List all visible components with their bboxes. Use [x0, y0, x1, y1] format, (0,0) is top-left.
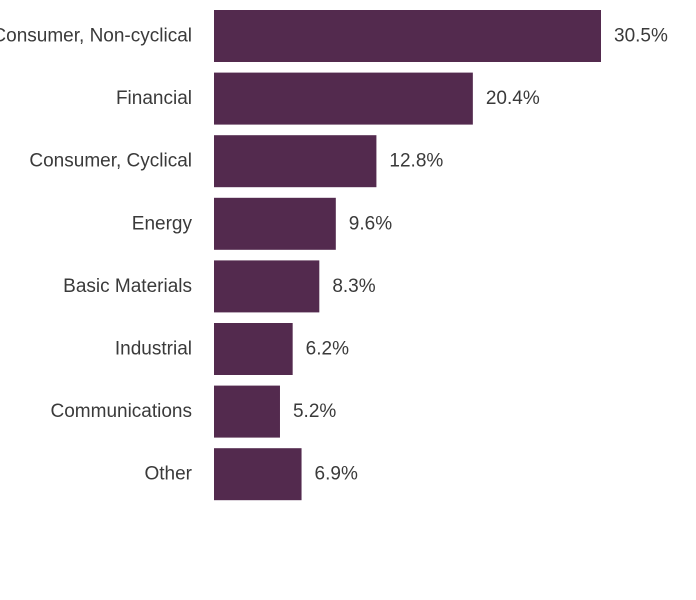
value-label-financial: 20.4%	[486, 88, 540, 109]
category-label-other: Other	[144, 464, 192, 485]
value-label-basic-materials: 8.3%	[332, 276, 375, 297]
bars-group	[214, 10, 601, 501]
category-label-consumer-non-cyclical: Consumer, Non-cyclical	[0, 26, 192, 47]
category-label-consumer-cyclical: Consumer, Cyclical	[29, 151, 192, 172]
category-label-energy: Energy	[132, 213, 193, 234]
category-label-financial: Financial	[116, 88, 192, 109]
bar-other	[214, 448, 302, 501]
category-labels-group: Consumer, Non-cyclical Financial Consumer,…	[0, 26, 193, 485]
bar-industrial	[214, 323, 293, 375]
value-label-energy: 9.6%	[349, 213, 392, 234]
bar-communications	[214, 385, 280, 438]
value-labels-group: 30.5% 20.4% 12.8% 9.6% 8.3% 6.2% 5.2% 6.9%	[293, 26, 668, 485]
bar-basic-materials	[214, 260, 320, 313]
value-label-industrial: 6.2%	[306, 339, 349, 360]
value-label-communications: 5.2%	[293, 401, 336, 422]
value-label-consumer-non-cyclical: 30.5%	[614, 26, 668, 47]
bar-financial	[214, 72, 473, 125]
bar-energy	[214, 197, 336, 250]
bar-consumer-cyclical	[214, 135, 377, 188]
category-label-industrial: Industrial	[115, 339, 192, 360]
bar-consumer-non-cyclical	[214, 10, 601, 62]
value-label-other: 6.9%	[315, 464, 358, 485]
value-label-consumer-cyclical: 12.8%	[389, 151, 443, 172]
category-label-basic-materials: Basic Materials	[63, 276, 192, 297]
category-label-communications: Communications	[51, 401, 193, 422]
